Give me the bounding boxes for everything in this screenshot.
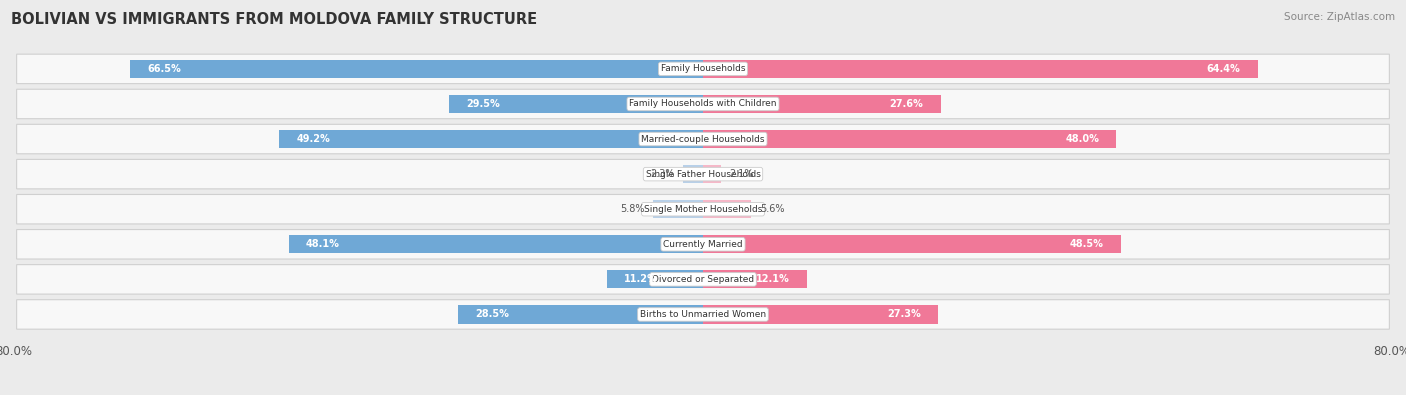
Text: Single Mother Households: Single Mother Households [644, 205, 762, 214]
Bar [703, 235, 1121, 254]
Bar [703, 305, 938, 324]
Text: Births to Unmarried Women: Births to Unmarried Women [640, 310, 766, 319]
Bar [703, 165, 721, 183]
FancyBboxPatch shape [17, 229, 1389, 259]
Text: 2.1%: 2.1% [730, 169, 754, 179]
Text: Married-couple Households: Married-couple Households [641, 135, 765, 143]
Text: 66.5%: 66.5% [148, 64, 181, 74]
Bar [703, 270, 807, 288]
Bar [703, 200, 751, 218]
FancyBboxPatch shape [17, 300, 1389, 329]
Text: 64.4%: 64.4% [1206, 64, 1240, 74]
Text: 27.3%: 27.3% [887, 309, 921, 320]
Text: BOLIVIAN VS IMMIGRANTS FROM MOLDOVA FAMILY STRUCTURE: BOLIVIAN VS IMMIGRANTS FROM MOLDOVA FAMI… [11, 12, 537, 27]
Text: 48.5%: 48.5% [1070, 239, 1104, 249]
Text: 49.2%: 49.2% [297, 134, 330, 144]
FancyBboxPatch shape [17, 54, 1389, 84]
Text: 48.1%: 48.1% [307, 239, 340, 249]
Text: 5.8%: 5.8% [620, 204, 644, 214]
Text: Source: ZipAtlas.com: Source: ZipAtlas.com [1284, 12, 1395, 22]
Text: 11.2%: 11.2% [624, 275, 658, 284]
Bar [280, 130, 703, 148]
Text: 27.6%: 27.6% [890, 99, 924, 109]
Text: 2.3%: 2.3% [650, 169, 675, 179]
Text: 28.5%: 28.5% [475, 309, 509, 320]
FancyBboxPatch shape [17, 89, 1389, 119]
Text: 29.5%: 29.5% [467, 99, 501, 109]
Text: 5.6%: 5.6% [759, 204, 785, 214]
Bar [703, 95, 941, 113]
Text: 12.1%: 12.1% [756, 275, 790, 284]
Bar [703, 60, 1257, 78]
FancyBboxPatch shape [17, 265, 1389, 294]
Text: Family Households with Children: Family Households with Children [630, 100, 776, 109]
Bar [457, 305, 703, 324]
Bar [652, 200, 703, 218]
Text: Currently Married: Currently Married [664, 240, 742, 249]
FancyBboxPatch shape [17, 160, 1389, 189]
Text: Divorced or Separated: Divorced or Separated [652, 275, 754, 284]
Bar [606, 270, 703, 288]
Text: Single Father Households: Single Father Households [645, 169, 761, 179]
Text: Family Households: Family Households [661, 64, 745, 73]
Bar [449, 95, 703, 113]
Bar [703, 130, 1116, 148]
Bar [131, 60, 703, 78]
Text: 48.0%: 48.0% [1066, 134, 1099, 144]
FancyBboxPatch shape [17, 194, 1389, 224]
Bar [683, 165, 703, 183]
Bar [288, 235, 703, 254]
FancyBboxPatch shape [17, 124, 1389, 154]
